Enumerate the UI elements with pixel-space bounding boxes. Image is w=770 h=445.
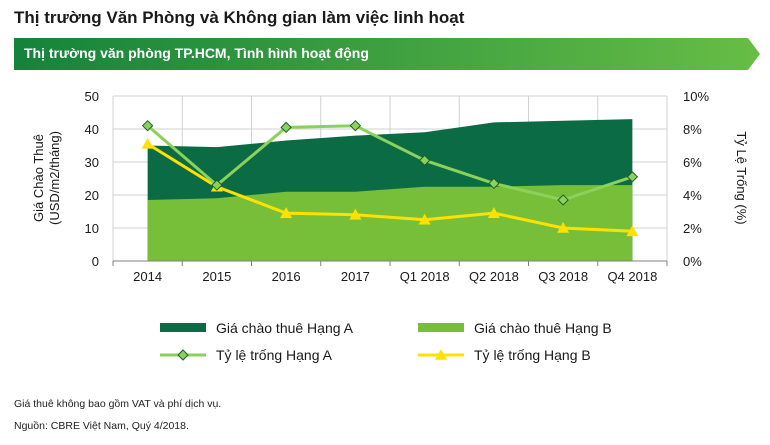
x-tick-label: Q3 2018 (538, 269, 588, 284)
line-vacancy-grade-a (146, 124, 633, 202)
x-tick-label: Q2 2018 (469, 269, 519, 284)
legend-label: Giá chào thuê Hạng A (216, 320, 354, 336)
area-layer (147, 119, 633, 261)
y2-tick-label: 8% (683, 122, 702, 137)
legend-swatch (418, 323, 464, 332)
axis-layer: 2014 2015 2016 2017 Q1 2018 Q2 2018 Q3 2018 Q4 … (31, 89, 749, 284)
footnote: Giá thuê không bao gồm VAT và phí dịch v… (14, 398, 222, 410)
vacancy-rent-chart: 2014 2015 2016 2017 Q1 2018 Q2 2018 Q3 2018 Q4 … (31, 89, 749, 363)
subtitle-banner: Thị trường văn phòng TP.HCM, Tình hình h… (14, 38, 760, 70)
y-tick-label: 30 (85, 155, 99, 170)
y-tick-label: 40 (85, 122, 99, 137)
x-tick-label: Q4 2018 (607, 269, 657, 284)
point-vacancy-grade-a (488, 177, 500, 190)
legend-label: Tỷ lệ trống Hạng A (216, 347, 333, 363)
point-vacancy-grade-a (211, 179, 223, 191)
legend-label: Tỷ lệ trống Hạng B (474, 347, 591, 363)
x-tick-label: 2015 (202, 269, 231, 284)
point-vacancy-grade-b (557, 222, 570, 233)
x-tick-label: Q1 2018 (400, 269, 450, 284)
page-title: Thị trường Văn Phòng và Không gian làm v… (14, 8, 465, 27)
line-layer (141, 119, 639, 237)
y2-axis-title: Tỷ Lệ Trống (%) (734, 131, 749, 224)
x-tick-label: 2014 (133, 269, 162, 284)
point-vacancy-grade-b (418, 213, 431, 225)
banner-arrow-shape (14, 38, 760, 70)
point-vacancy-grade-b (280, 207, 293, 218)
x-tick-label: 2017 (341, 269, 370, 284)
legend: Giá chào thuê Hạng A Giá chào thuê Hạng B… (160, 320, 612, 363)
y-tick-label: 10 (85, 221, 99, 236)
point-vacancy-grade-a (141, 119, 154, 132)
y2-tick-label: 2% (683, 221, 702, 236)
y-tick-label: 50 (85, 89, 99, 104)
point-vacancy-grade-a (557, 194, 569, 206)
point-vacancy-grade-b (141, 137, 154, 149)
point-vacancy-grade-b (349, 208, 362, 220)
point-vacancy-grade-b (487, 207, 500, 218)
point-vacancy-grade-a (280, 121, 292, 134)
y-axis-title: Giá Chào Thuê(USD/m2/tháng) (31, 131, 62, 225)
source-note: Nguồn: CBRE Việt Nam, Quý 4/2018. (14, 420, 189, 432)
legend-label: Giá chào thuê Hạng B (474, 320, 612, 336)
area-grade-b-rent (147, 185, 633, 261)
point-vacancy-grade-b (626, 225, 639, 237)
y2-tick-label: 10% (683, 89, 709, 104)
point-vacancy-grade-a (349, 119, 362, 132)
x-tick-label: 2016 (272, 269, 301, 284)
y-tick-label: 20 (85, 188, 99, 203)
legend-swatch (160, 323, 206, 332)
legend-marker (435, 349, 447, 360)
point-vacancy-grade-a (418, 154, 431, 167)
y2-tick-label: 4% (683, 188, 702, 203)
y2-tick-label: 0% (683, 254, 702, 269)
chart-subtitle: Thị trường văn phòng TP.HCM, Tình hình h… (24, 45, 369, 61)
y-tick-label: 0 (92, 254, 99, 269)
point-vacancy-grade-a (626, 171, 639, 183)
legend-marker (177, 349, 189, 361)
line-vacancy-grade-b (146, 142, 633, 233)
y2-tick-label: 6% (683, 155, 702, 170)
